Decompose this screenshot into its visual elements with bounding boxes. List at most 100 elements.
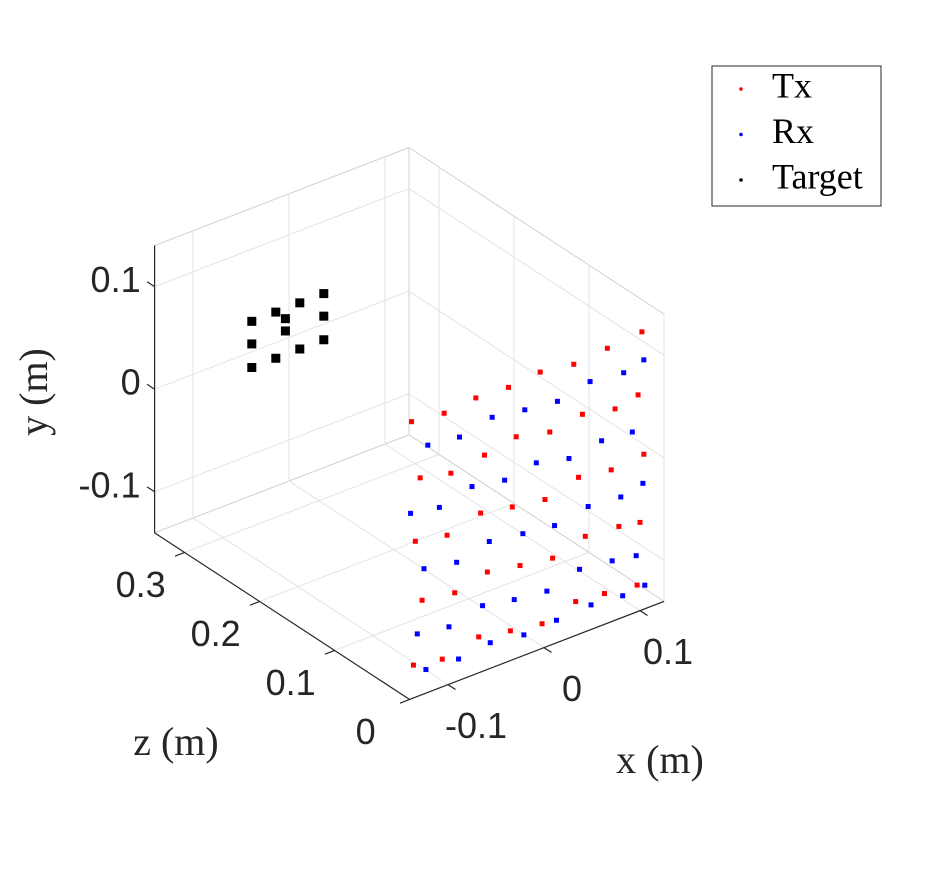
y-tick-label: 0.1 bbox=[91, 259, 141, 300]
z-axis-label: z (m) bbox=[133, 719, 219, 764]
point bbox=[522, 407, 528, 413]
points bbox=[247, 289, 648, 673]
point bbox=[444, 532, 450, 538]
point bbox=[571, 361, 577, 367]
point bbox=[319, 289, 329, 299]
point bbox=[634, 582, 640, 588]
box-edge bbox=[408, 434, 665, 602]
x-tick-label: -0.1 bbox=[445, 705, 507, 746]
point bbox=[414, 631, 420, 637]
point bbox=[486, 539, 492, 545]
y-tick-label: 0 bbox=[121, 362, 141, 403]
point bbox=[566, 455, 572, 461]
point bbox=[417, 475, 423, 481]
grid-line bbox=[154, 290, 410, 390]
point bbox=[502, 477, 508, 483]
point bbox=[421, 566, 427, 572]
grid-line bbox=[192, 517, 449, 686]
grid-line bbox=[408, 290, 665, 459]
point bbox=[587, 379, 593, 385]
point bbox=[539, 621, 545, 627]
point bbox=[295, 344, 305, 354]
tick-mark bbox=[543, 647, 552, 654]
point bbox=[554, 398, 560, 404]
point bbox=[642, 582, 648, 588]
tick-mark bbox=[146, 383, 155, 390]
tick-mark bbox=[639, 610, 648, 617]
box-edge bbox=[408, 147, 665, 315]
y-axis-label: y (m) bbox=[11, 348, 56, 436]
point bbox=[423, 667, 429, 673]
point bbox=[640, 480, 646, 486]
point bbox=[585, 503, 591, 509]
point bbox=[612, 406, 618, 412]
point bbox=[513, 434, 519, 440]
legend-label: Tx bbox=[772, 65, 812, 105]
grid-line bbox=[408, 393, 665, 561]
point bbox=[425, 442, 431, 448]
tick-mark bbox=[146, 486, 155, 493]
point bbox=[582, 533, 588, 539]
point bbox=[454, 559, 460, 565]
point bbox=[505, 384, 511, 390]
legend-marker bbox=[739, 178, 743, 182]
grid-line bbox=[288, 480, 545, 649]
x-axis bbox=[409, 600, 665, 700]
legend-label: Target bbox=[772, 156, 863, 196]
z-tick-label: 0.2 bbox=[191, 613, 241, 654]
grid-line bbox=[184, 453, 440, 553]
point bbox=[553, 617, 559, 623]
point bbox=[408, 510, 414, 516]
z-tick-label: 0.1 bbox=[266, 662, 316, 703]
point bbox=[319, 311, 329, 321]
point bbox=[511, 597, 517, 603]
point bbox=[247, 316, 257, 326]
point bbox=[637, 519, 643, 525]
z-axis bbox=[154, 532, 410, 700]
point bbox=[616, 523, 622, 529]
point bbox=[412, 538, 418, 544]
point bbox=[452, 590, 458, 596]
point bbox=[280, 326, 290, 336]
point bbox=[633, 553, 639, 559]
point bbox=[620, 593, 626, 599]
point bbox=[507, 628, 513, 634]
point bbox=[547, 429, 553, 435]
x-axis-label: x (m) bbox=[616, 737, 704, 782]
point bbox=[410, 662, 416, 668]
point bbox=[247, 339, 257, 349]
point bbox=[271, 307, 281, 317]
tick-mark bbox=[447, 684, 456, 691]
point bbox=[439, 656, 445, 662]
point bbox=[319, 335, 329, 345]
point bbox=[489, 414, 495, 420]
point bbox=[544, 588, 550, 594]
point bbox=[579, 411, 585, 417]
point bbox=[550, 555, 556, 561]
point bbox=[601, 591, 607, 597]
tick-mark bbox=[249, 600, 260, 606]
z-tick-label: 0 bbox=[356, 711, 376, 752]
point bbox=[456, 656, 462, 662]
point bbox=[419, 597, 425, 603]
point bbox=[271, 353, 281, 363]
y-tick-label: -0.1 bbox=[79, 464, 141, 505]
box-edge bbox=[154, 434, 410, 534]
point bbox=[517, 563, 523, 569]
point bbox=[604, 345, 610, 351]
point bbox=[441, 410, 447, 416]
point bbox=[487, 640, 493, 646]
point bbox=[436, 504, 442, 510]
point bbox=[621, 370, 627, 376]
point bbox=[480, 603, 486, 609]
point bbox=[576, 474, 582, 480]
z-tick-label: 0.3 bbox=[116, 564, 166, 605]
tick-mark bbox=[174, 551, 185, 557]
tick-mark bbox=[399, 698, 410, 704]
point bbox=[641, 451, 647, 457]
point bbox=[478, 510, 484, 516]
point bbox=[469, 484, 475, 490]
point bbox=[476, 634, 482, 640]
